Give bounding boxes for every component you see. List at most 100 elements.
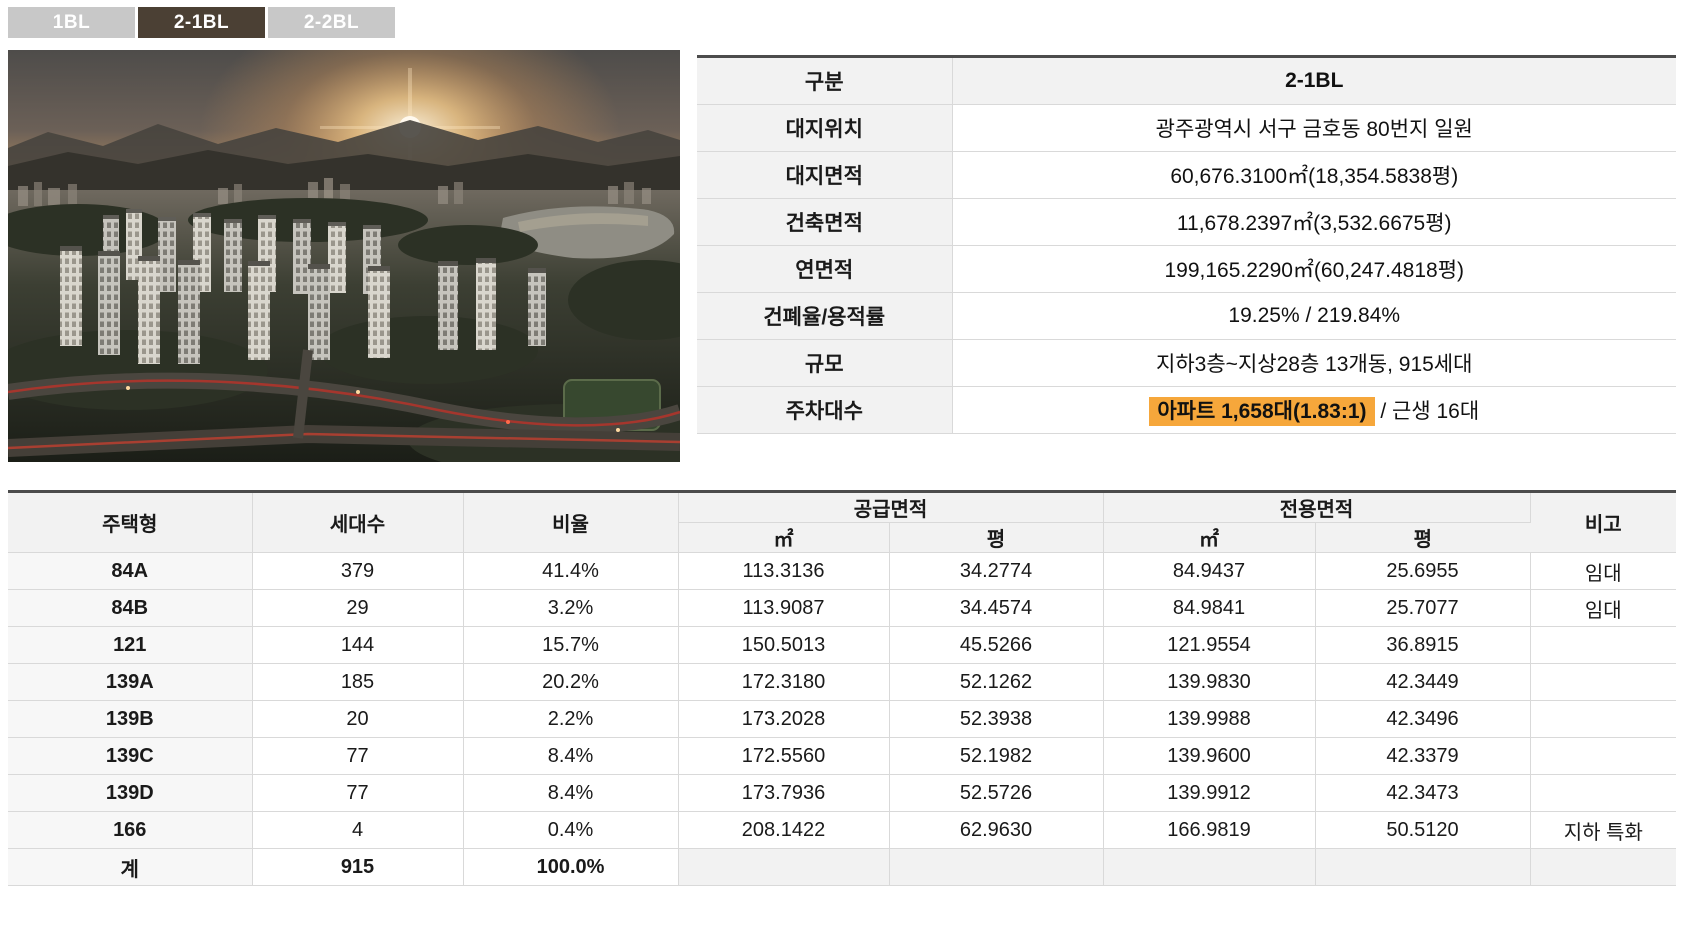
info-row-coverage-far: 건폐율/용적률 19.25% / 219.84% bbox=[697, 292, 1676, 340]
col-header-exclusive-area: 전용면적 bbox=[1103, 491, 1531, 523]
unit-header-row-2: ㎡ 평 ㎡ 평 bbox=[8, 522, 1676, 553]
value-cell bbox=[889, 848, 1104, 886]
value-cell: 52.1262 bbox=[889, 663, 1104, 701]
col-header-exclusive-pyeong: 평 bbox=[1315, 522, 1531, 553]
value-cell: 52.1982 bbox=[889, 737, 1104, 775]
value-cell: 100.0% bbox=[463, 848, 679, 886]
info-value: 2-1BL bbox=[952, 56, 1676, 105]
value-cell: 42.3473 bbox=[1315, 774, 1531, 812]
unit-table-row: 121 144 15.7% 150.5013 45.5266 121.9554 36.891… bbox=[8, 626, 1677, 664]
value-cell: 52.5726 bbox=[889, 774, 1104, 812]
info-row-gross-floor-area: 연면적 199,165.2290㎡(60,247.4818평) bbox=[697, 245, 1676, 293]
value-cell: 144 bbox=[252, 626, 464, 664]
value-cell: 25.7077 bbox=[1315, 589, 1531, 627]
info-row-scale: 규모 지하3층~지상28층 13개동, 915세대 bbox=[697, 339, 1676, 387]
remark-cell: 임대 bbox=[1530, 552, 1677, 590]
unit-table-row: 139D 77 8.4% 173.7936 52.5726 139.9912 42.3473 bbox=[8, 774, 1677, 812]
info-value: 지하3층~지상28층 13개동, 915세대 bbox=[952, 339, 1676, 387]
remark-cell bbox=[1530, 848, 1677, 886]
remark-cell: 지하 특화 bbox=[1530, 811, 1677, 849]
value-cell: 113.9087 bbox=[678, 589, 890, 627]
info-row-parking: 주차대수 아파트 1,658대(1.83:1) / 근생 16대 bbox=[697, 386, 1676, 434]
info-value: 199,165.2290㎡(60,247.4818평) bbox=[952, 245, 1676, 293]
info-label: 구분 bbox=[697, 56, 953, 105]
tab-1bl[interactable]: 1BL bbox=[8, 7, 135, 38]
value-cell: 84.9437 bbox=[1103, 552, 1316, 590]
info-value: 19.25% / 219.84% bbox=[952, 292, 1676, 340]
remark-cell bbox=[1530, 774, 1677, 812]
value-cell: 77 bbox=[252, 774, 464, 812]
value-cell: 45.5266 bbox=[889, 626, 1104, 664]
col-header-supply-pyeong: 평 bbox=[889, 522, 1104, 553]
value-cell: 42.3496 bbox=[1315, 700, 1531, 738]
value-cell: 139.9600 bbox=[1103, 737, 1316, 775]
unit-total-row: 계 915 100.0% bbox=[8, 848, 1677, 886]
value-cell: 8.4% bbox=[463, 737, 679, 775]
value-cell: 172.3180 bbox=[678, 663, 890, 701]
unit-type-cell: 139D bbox=[8, 774, 253, 812]
col-header-exclusive-sqm: ㎡ bbox=[1103, 522, 1316, 553]
unit-header-row-1: 주택형 세대수 비율 공급면적 전용면적 비고 bbox=[8, 491, 1677, 553]
info-label: 규모 bbox=[697, 339, 953, 387]
info-value: 60,676.3100㎡(18,354.5838평) bbox=[952, 151, 1676, 199]
value-cell: 3.2% bbox=[463, 589, 679, 627]
value-cell bbox=[1315, 848, 1531, 886]
value-cell: 379 bbox=[252, 552, 464, 590]
info-row-location: 대지위치 광주광역시 서구 금호동 80번지 일원 bbox=[697, 104, 1676, 152]
unit-type-cell: 139A bbox=[8, 663, 253, 701]
city-skyline bbox=[18, 178, 651, 206]
col-header-ratio: 비율 bbox=[463, 491, 679, 553]
tab-2-1bl[interactable]: 2-1BL bbox=[138, 7, 265, 38]
apartment-towers bbox=[60, 209, 546, 364]
value-cell: 915 bbox=[252, 848, 464, 886]
aerial-rendering-art bbox=[8, 50, 680, 462]
info-label: 연면적 bbox=[697, 245, 953, 293]
unit-mix-table: 주택형 세대수 비율 공급면적 전용면적 비고 ㎡ 평 ㎡ 평 84A 379 41… bbox=[8, 490, 1677, 886]
unit-table-row: 139A 185 20.2% 172.3180 52.1262 139.9830 42.34… bbox=[8, 663, 1677, 701]
unit-table-body: 84A 379 41.4% 113.3136 34.2774 84.9437 25.6955… bbox=[8, 552, 1677, 886]
col-header-unit-type: 주택형 bbox=[8, 491, 253, 553]
value-cell: 42.3379 bbox=[1315, 737, 1531, 775]
value-cell: 139.9912 bbox=[1103, 774, 1316, 812]
info-value: 광주광역시 서구 금호동 80번지 일원 bbox=[952, 104, 1676, 152]
tab-2-2bl[interactable]: 2-2BL bbox=[268, 7, 395, 38]
info-row-header: 구분 2-1BL bbox=[697, 56, 1676, 105]
value-cell: 20.2% bbox=[463, 663, 679, 701]
value-cell: 52.3938 bbox=[889, 700, 1104, 738]
value-cell: 15.7% bbox=[463, 626, 679, 664]
value-cell: 34.4574 bbox=[889, 589, 1104, 627]
value-cell: 166.9819 bbox=[1103, 811, 1316, 849]
unit-table-row: 84A 379 41.4% 113.3136 34.2774 84.9437 25.6955… bbox=[8, 552, 1677, 590]
unit-type-cell: 139B bbox=[8, 700, 253, 738]
value-cell: 121.9554 bbox=[1103, 626, 1316, 664]
value-cell: 2.2% bbox=[463, 700, 679, 738]
info-label: 건폐율/용적률 bbox=[697, 292, 953, 340]
value-cell: 50.5120 bbox=[1315, 811, 1531, 849]
project-info-table: 구분 2-1BL 대지위치 광주광역시 서구 금호동 80번지 일원 대지면적 … bbox=[697, 55, 1676, 434]
value-cell: 34.2774 bbox=[889, 552, 1104, 590]
col-header-remark: 비고 bbox=[1530, 491, 1677, 553]
value-cell: 4 bbox=[252, 811, 464, 849]
value-cell bbox=[1103, 848, 1316, 886]
info-label: 대지면적 bbox=[697, 151, 953, 199]
value-cell: 77 bbox=[252, 737, 464, 775]
unit-table-row: 84B 29 3.2% 113.9087 34.4574 84.9841 25.7077 임대 bbox=[8, 589, 1677, 627]
parking-rest-text: / 근생 16대 bbox=[1374, 400, 1480, 423]
info-row-building-area: 건축면적 11,678.2397㎡(3,532.6675평) bbox=[697, 198, 1676, 246]
value-cell: 173.2028 bbox=[678, 700, 890, 738]
unit-type-cell: 166 bbox=[8, 811, 253, 849]
value-cell: 150.5013 bbox=[678, 626, 890, 664]
info-value: 아파트 1,658대(1.83:1) / 근생 16대 bbox=[952, 386, 1676, 434]
value-cell: 42.3449 bbox=[1315, 663, 1531, 701]
value-cell: 185 bbox=[252, 663, 464, 701]
value-cell: 62.9630 bbox=[889, 811, 1104, 849]
info-label: 건축면적 bbox=[697, 198, 953, 246]
col-header-supply-area: 공급면적 bbox=[678, 491, 1104, 523]
parking-highlight-badge: 아파트 1,658대(1.83:1) bbox=[1149, 397, 1375, 426]
unit-table-row: 139C 77 8.4% 172.5560 52.1982 139.9600 42.3379 bbox=[8, 737, 1677, 775]
remark-cell: 임대 bbox=[1530, 589, 1677, 627]
value-cell: 113.3136 bbox=[678, 552, 890, 590]
remark-cell bbox=[1530, 737, 1677, 775]
value-cell: 84.9841 bbox=[1103, 589, 1316, 627]
value-cell: 29 bbox=[252, 589, 464, 627]
